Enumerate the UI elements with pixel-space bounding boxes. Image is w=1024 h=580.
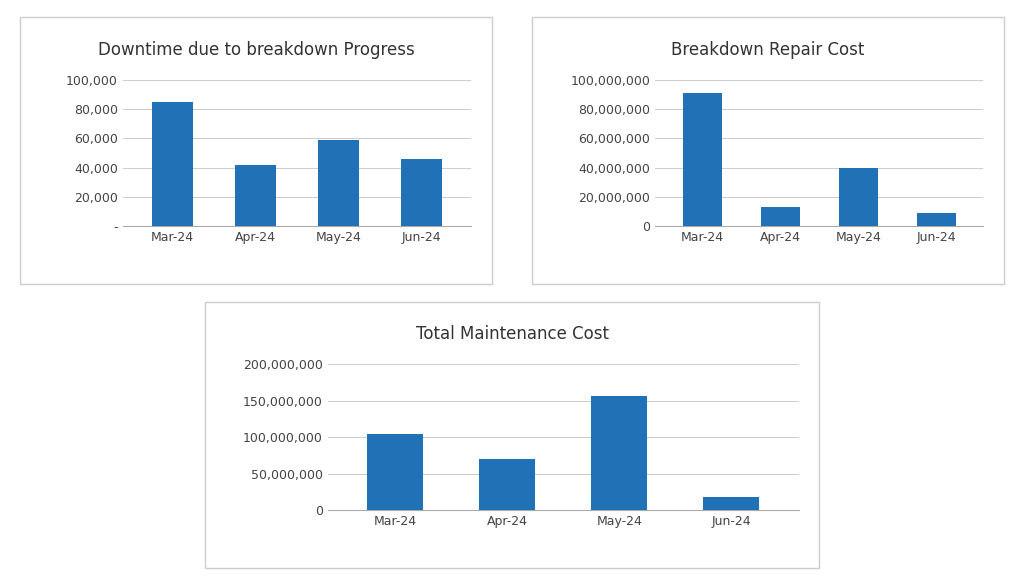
Bar [703, 496, 760, 510]
Bar [479, 459, 536, 510]
Bar [591, 396, 647, 510]
Text: Breakdown Repair Cost: Breakdown Repair Cost [672, 41, 864, 59]
Bar [317, 140, 359, 226]
Bar [367, 434, 423, 510]
Text: Total Maintenance Cost: Total Maintenance Cost [416, 325, 608, 343]
Bar [916, 213, 955, 226]
Bar [234, 165, 276, 226]
Bar [839, 168, 878, 226]
Bar [152, 102, 194, 226]
Bar [400, 159, 442, 226]
Bar [761, 207, 800, 226]
Text: Downtime due to breakdown Progress: Downtime due to breakdown Progress [97, 41, 415, 59]
Bar [683, 93, 722, 226]
